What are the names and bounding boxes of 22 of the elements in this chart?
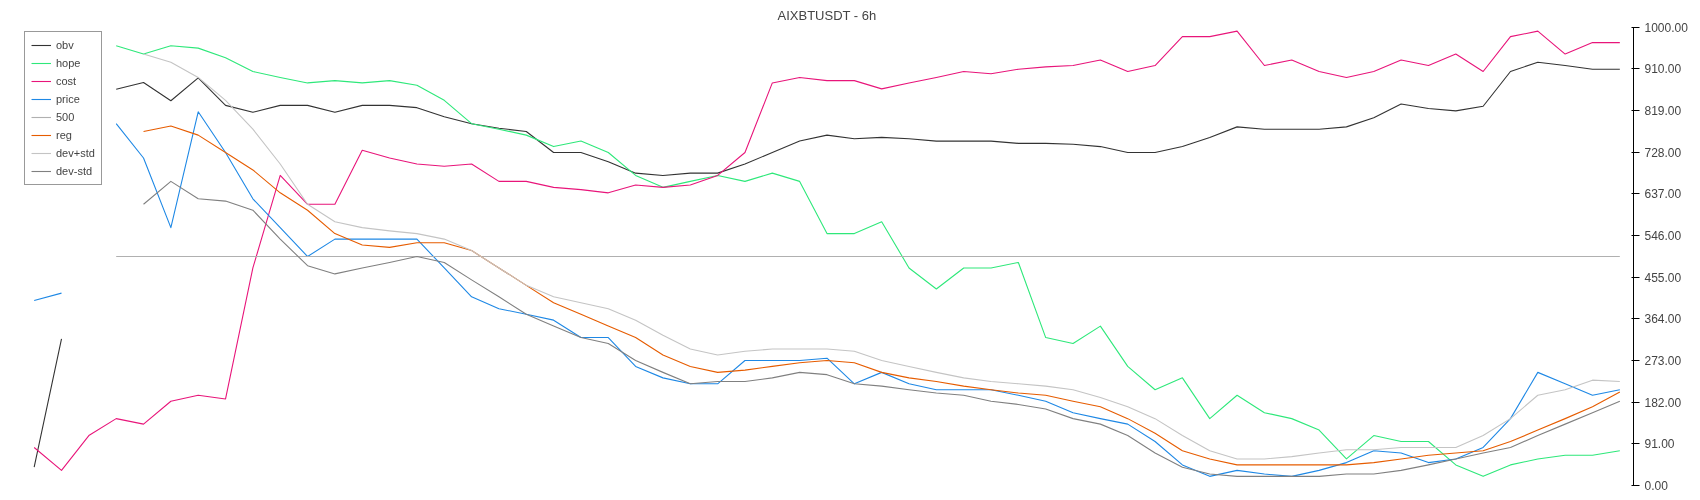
y-tick-label: 546.00 (1644, 228, 1682, 243)
line-series (142, 180, 1621, 477)
legend-label: cost (56, 75, 77, 87)
y-tick-label: 910.00 (1644, 62, 1682, 77)
chart-title: AIXBTUSDT - 6h (777, 7, 877, 23)
y-tick-label: 182.00 (1644, 395, 1682, 410)
y-tick-label: 455.00 (1644, 270, 1682, 285)
y-tick-label: 273.00 (1644, 353, 1682, 368)
legend-label: price (56, 93, 80, 105)
y-tick-label: 637.00 (1644, 187, 1682, 202)
y-tick-label: 364.00 (1644, 312, 1682, 327)
legend-label: dev+std (56, 147, 95, 159)
legend-label: dev-std (56, 165, 93, 177)
legend-label: reg (56, 129, 73, 141)
y-tick-label: 1000.00 (1644, 21, 1689, 35)
y-tick-label: 0.00 (1644, 479, 1669, 493)
y-tick-label: 819.00 (1644, 103, 1682, 118)
legend-label: 500 (56, 111, 76, 123)
y-tick-label: 91.00 (1644, 437, 1675, 452)
legend-label: hope (56, 57, 81, 69)
legend-label: obv (56, 39, 75, 51)
y-tick-label: 728.00 (1644, 145, 1682, 160)
